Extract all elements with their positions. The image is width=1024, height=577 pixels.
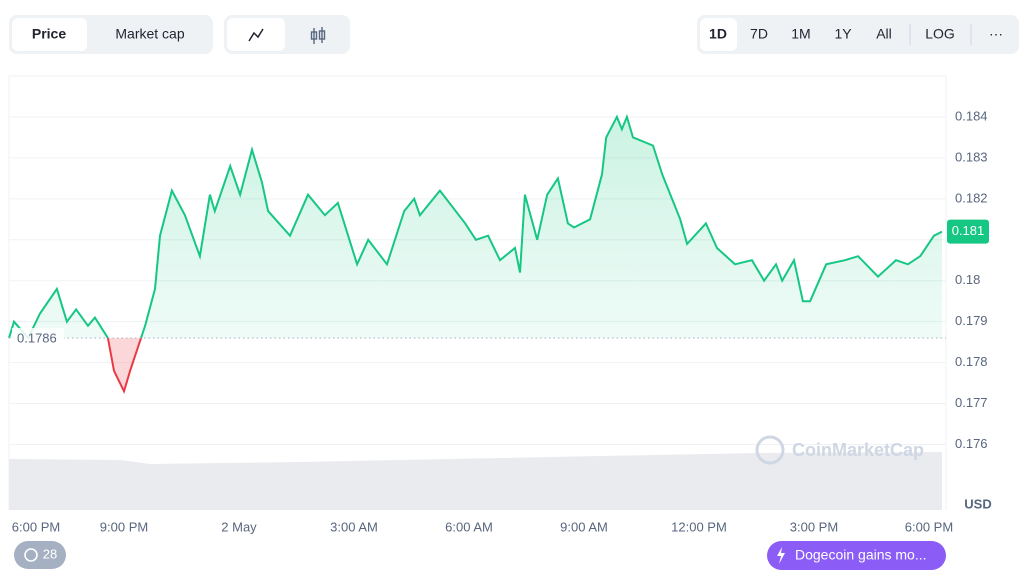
y-tick-label: 0.179 [955,313,988,328]
watermark: CoinMarketCap [792,440,924,460]
baseline-label: 0.1786 [17,330,57,345]
range-button[interactable]: 1D [709,26,727,42]
tab-active[interactable] [12,18,87,51]
x-tick-label: 9:00 PM [100,519,148,534]
range-button[interactable]: All [876,26,892,42]
currency-label: USD [964,496,991,511]
x-tick-label: 6:00 AM [445,519,493,534]
y-tick-label: 0.178 [955,354,988,369]
range-group [697,15,1019,54]
news-pill[interactable] [767,541,946,570]
tab[interactable]: Price [32,26,66,42]
x-tick-label: 6:00 PM [12,519,60,534]
y-tick-label: 0.182 [955,190,988,205]
volume-area [9,452,942,510]
x-tick-label: 6:00 PM [905,519,953,534]
history-icon [24,548,38,562]
history-count[interactable]: 28 [43,546,57,561]
bolt-icon [777,547,785,564]
current-price-tag [947,219,989,244]
y-tick-label: 0.18 [955,272,980,287]
history-badge[interactable] [14,541,66,569]
x-tick-label: 9:00 AM [560,519,608,534]
x-tick-label: 12:00 PM [671,519,727,534]
tab[interactable]: Market cap [115,26,184,42]
more-button[interactable]: ··· [989,26,1003,42]
range-button[interactable]: 1Y [834,26,852,42]
y-tick-label: 0.183 [955,149,988,164]
range-button[interactable]: 1M [791,26,810,42]
price-line [8,113,943,339]
baseline-label-bg [12,328,64,349]
y-tick-label: 0.184 [955,108,988,123]
log-button[interactable]: LOG [925,26,955,42]
y-tick-label: 0.176 [955,436,988,451]
area-positive [9,116,942,339]
x-tick-label: 3:00 AM [330,519,378,534]
current-price: 0.181 [952,223,985,238]
x-tick-label: 2 May [221,519,257,534]
news-text[interactable]: Dogecoin gains mo... [795,547,927,563]
watermark-logo [755,435,785,465]
range-active[interactable] [700,18,737,51]
y-tick-label: 0.177 [955,395,988,410]
range-button[interactable]: 7D [750,26,768,42]
line-icon [248,28,264,42]
candle-icon[interactable] [310,27,326,44]
x-tick-label: 3:00 PM [790,519,838,534]
